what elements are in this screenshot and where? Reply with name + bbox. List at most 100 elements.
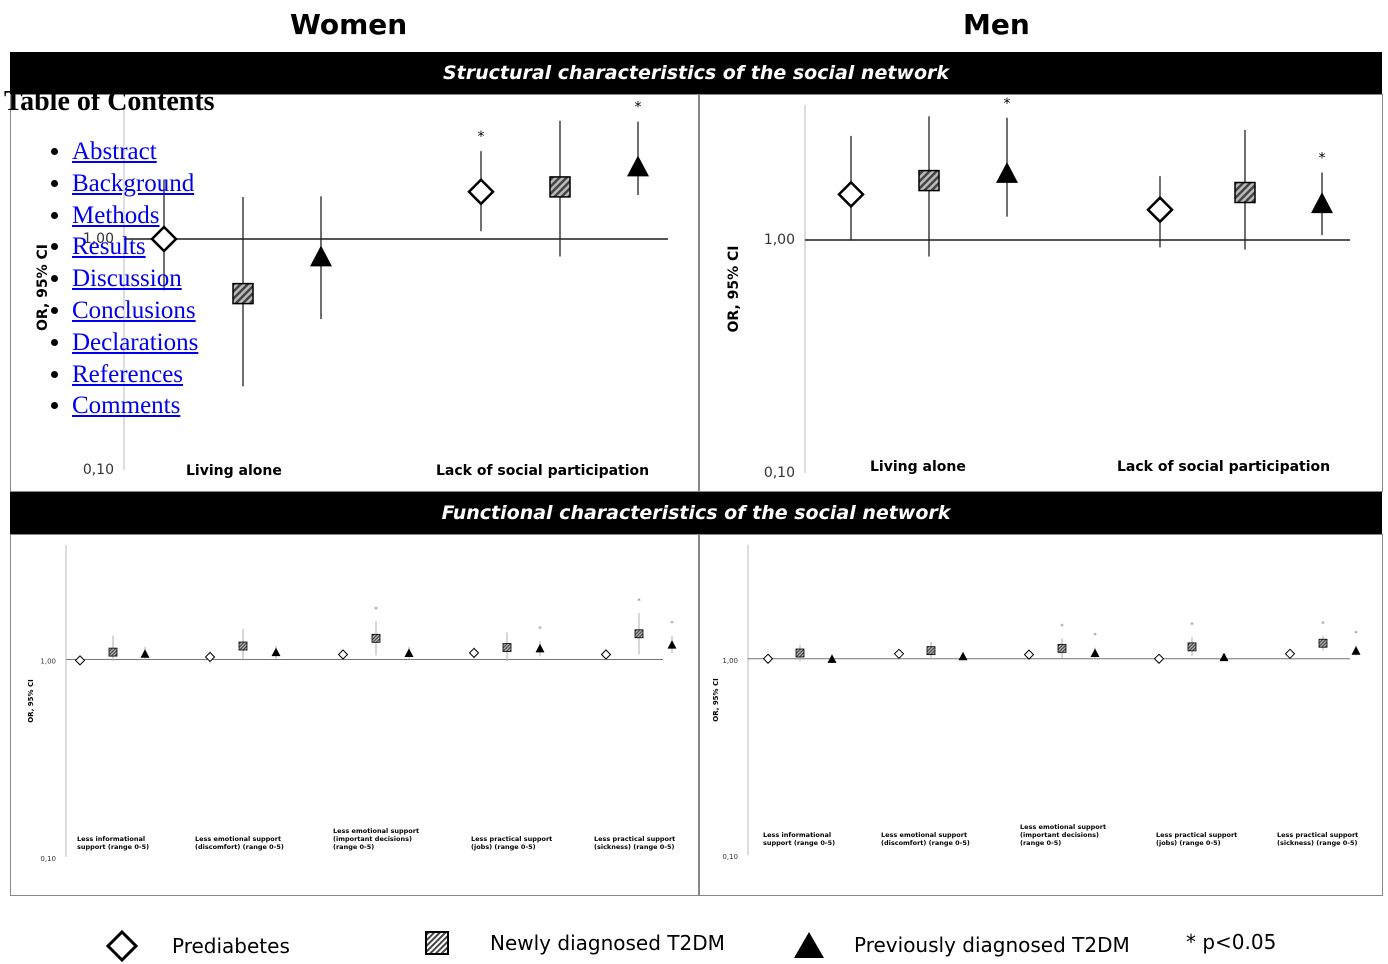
category-label: Less practical support (sickness) (range …: [594, 835, 675, 851]
significance-star: *: [1321, 620, 1325, 628]
newly-diagnosed-point: [1234, 181, 1256, 204]
newly-diagnosed-point: [232, 282, 254, 305]
significance-star: *: [1319, 150, 1326, 166]
men-column-title: Men: [963, 8, 1030, 41]
legend-prediabetes-label: Prediabetes: [172, 934, 290, 958]
prediabetes-point: [600, 649, 612, 660]
category-label-line: Less emotional support: [333, 827, 419, 835]
newly-diagnosed-point: [634, 629, 644, 639]
category-label-line: Less practical support: [1277, 831, 1358, 839]
category-label: Less informational support (range 0-5): [763, 831, 835, 847]
toc-link-background[interactable]: Background: [72, 169, 195, 197]
legend-previously: Previously diagnosed T2DM: [792, 930, 1130, 960]
previously-diagnosed-point: [404, 648, 414, 657]
category-label-line: (range 0-5): [1020, 839, 1061, 847]
toc-link-references[interactable]: References: [72, 360, 184, 388]
newly-diagnosed-point: [1187, 642, 1197, 652]
category-label: Living alone: [186, 463, 282, 479]
category-label-line: (discomfort) (range 0-5): [881, 839, 970, 847]
significance-star: *: [1354, 629, 1358, 637]
category-label: Less informational support (range 0-5): [77, 835, 149, 851]
toc-item: Declarations: [72, 327, 215, 359]
women-structural-chart: 1,00 0,10 OR, 95% CI Living alone Lack of so…: [35, 100, 668, 479]
prediabetes-point: [74, 655, 86, 666]
previously-diagnosed-point: [271, 647, 281, 657]
y-tick-label-0-1: 0,10: [40, 855, 56, 863]
prediabetes-point: [1146, 195, 1174, 224]
category-label: Lack of social participation: [436, 463, 649, 479]
toc-item: Conclusions: [72, 295, 215, 327]
women-structural-panel: 1,00 0,10 OR, 95% CI Living alone Lack of so…: [10, 94, 699, 492]
significance-star: *: [1190, 621, 1194, 629]
functional-section-header: Functional characteristics of the social…: [10, 492, 1382, 534]
newly-diagnosed-point: [549, 176, 571, 198]
previously-diagnosed-point: [1351, 646, 1361, 655]
prediabetes-point: [762, 653, 774, 664]
previously-diagnosed-point: [996, 162, 1018, 183]
toc-link-discussion[interactable]: Discussion: [72, 265, 182, 293]
category-label-line: (important decisions): [333, 835, 412, 843]
y-axis-label: OR, 95% CI: [712, 678, 720, 722]
significance-star: *: [670, 620, 674, 628]
previously-diagnosed-point: [667, 640, 677, 649]
toc-link-conclusions[interactable]: Conclusions: [72, 296, 196, 324]
significance-star: *: [1060, 622, 1064, 630]
toc-item: References: [72, 359, 215, 391]
y-tick-label-1: 1,00: [764, 232, 795, 248]
significance-star: *: [1004, 96, 1011, 112]
category-label-line: (sickness) (range 0-5): [594, 843, 675, 851]
legend-newly: Newly diagnosed T2DM: [424, 930, 725, 956]
legend-prediabetes: Prediabetes: [106, 930, 290, 962]
category-label-line: Less emotional support: [881, 831, 967, 839]
toc-link-declarations[interactable]: Declarations: [72, 328, 199, 356]
legend-previously-label: Previously diagnosed T2DM: [854, 933, 1130, 957]
previously-diagnosed-point: [1219, 652, 1229, 662]
category-label: Less emotional support (discomfort) (rang…: [195, 835, 284, 851]
y-tick-label-0-1: 0,10: [83, 462, 114, 478]
y-tick-label-1: 1,00: [40, 658, 56, 666]
newly-diagnosed-point: [108, 647, 118, 657]
newly-diagnosed-point: [502, 643, 512, 652]
toc-link-comments[interactable]: Comments: [72, 392, 181, 420]
newly-diagnosed-point: [795, 648, 805, 658]
significance-star: *: [1093, 632, 1097, 640]
y-tick-label-0-1: 0,10: [764, 465, 795, 481]
newly-diagnosed-point: [238, 641, 248, 651]
previously-diagnosed-point: [827, 654, 837, 663]
toc-link-methods[interactable]: Methods: [72, 201, 160, 229]
previously-diagnosed-point: [627, 155, 649, 177]
women-column-title: Women: [290, 8, 408, 41]
previously-diagnosed-point: [1311, 192, 1333, 214]
category-label: Less emotional support (discomfort) (rang…: [881, 831, 970, 847]
newly-diagnosed-point: [1057, 643, 1067, 653]
category-label: Less practical support (jobs) (range 0-5): [471, 835, 552, 851]
category-label-line: Less practical support: [1156, 831, 1237, 839]
toc-item: Discussion: [72, 263, 215, 295]
category-label: Less practical support (sickness) (range …: [1277, 831, 1358, 847]
significance-star: *: [635, 100, 642, 116]
category-label: Less emotional support (important decisio…: [1020, 823, 1106, 847]
category-label-line: (important decisions): [1020, 831, 1099, 839]
newly-diagnosed-point: [926, 646, 936, 656]
legend: Prediabetes Newly diagnosed T2DM Previou…: [0, 930, 1388, 964]
previously-diagnosed-point: [140, 649, 150, 658]
category-label-line: Less practical support: [594, 835, 675, 843]
category-label-line: (jobs) (range 0-5): [1156, 839, 1221, 847]
category-label-line: (sickness) (range 0-5): [1277, 839, 1358, 847]
category-label-line: Less emotional support: [195, 835, 281, 843]
toc-link-abstract[interactable]: Abstract: [72, 138, 157, 165]
prediabetes-point: [150, 225, 178, 253]
toc-item: Abstract: [72, 136, 215, 168]
y-axis-label: OR, 95% CI: [726, 245, 742, 332]
y-axis-label: OR, 95% CI: [35, 244, 51, 331]
women-functional-chart: 1,00 0,10 OR, 95% CI Less informational supp…: [27, 545, 677, 863]
toc-link-results[interactable]: Results: [72, 233, 146, 261]
category-label-line: (discomfort) (range 0-5): [195, 843, 284, 851]
toc-item: Background: [72, 168, 215, 200]
prediabetes-point: [337, 649, 349, 660]
prediabetes-point: [1023, 649, 1035, 660]
prediabetes-point: [467, 178, 495, 206]
men-functional-panel: 1,00 0,10 OR, 95% CI Less informational supp…: [699, 534, 1383, 896]
prediabetes-point: [1153, 653, 1165, 664]
significance-star: *: [538, 625, 542, 633]
